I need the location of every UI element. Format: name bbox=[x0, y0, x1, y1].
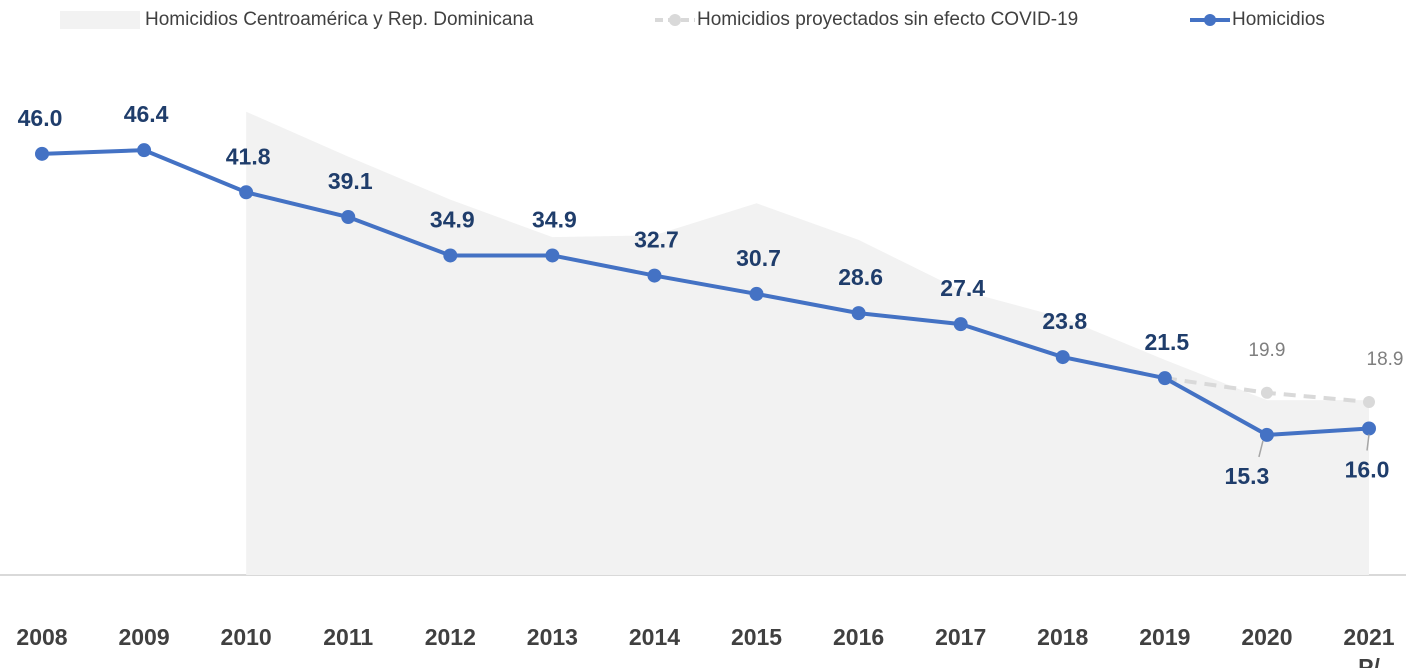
point bbox=[1363, 395, 1375, 408]
x-tick-label: 2018 bbox=[1037, 624, 1089, 650]
x-tick-label: 2017 bbox=[935, 624, 987, 650]
point bbox=[749, 286, 764, 301]
data-label: 34.9 bbox=[532, 207, 577, 233]
data-label: 30.7 bbox=[736, 245, 781, 271]
x-tick-label: 2012 bbox=[424, 624, 476, 650]
data-label: 18.9 bbox=[1367, 349, 1404, 370]
data-label: 21.5 bbox=[1144, 329, 1189, 355]
x-tick-label: 2008 bbox=[16, 624, 68, 650]
data-label: 23.8 bbox=[1042, 308, 1087, 334]
point bbox=[443, 248, 458, 263]
data-label: 28.6 bbox=[838, 264, 883, 290]
point bbox=[953, 317, 968, 332]
x-tick-label: 2014 bbox=[628, 624, 681, 650]
x-tick-label: 2021 P/ bbox=[1343, 624, 1395, 668]
data-label: 27.4 bbox=[940, 275, 985, 301]
point bbox=[851, 306, 866, 321]
x-tick-label: 2010 bbox=[220, 624, 272, 650]
data-label: 16.0 bbox=[1345, 457, 1390, 483]
point bbox=[35, 146, 49, 161]
point bbox=[341, 209, 356, 224]
x-tick-label: 2009 bbox=[118, 624, 170, 650]
point bbox=[545, 248, 560, 263]
data-label: 39.1 bbox=[328, 168, 373, 194]
x-tick-label: 2016 bbox=[833, 624, 885, 650]
point bbox=[239, 185, 254, 200]
legend-label: Homicidios Centroamérica y Rep. Dominica… bbox=[145, 9, 534, 30]
leader-line bbox=[1366, 434, 1370, 451]
x-tick-label: 2019 bbox=[1139, 624, 1191, 650]
data-label: 46.0 bbox=[18, 105, 63, 131]
x-tick-label: 2015 bbox=[730, 624, 783, 650]
legend-swatch bbox=[60, 11, 140, 29]
x-tick-label: 2020 bbox=[1241, 624, 1293, 650]
data-label: 41.8 bbox=[226, 143, 271, 169]
data-label: 34.9 bbox=[430, 207, 475, 233]
legend-label: Homicidios proyectados sin efecto COVID-… bbox=[697, 9, 1078, 30]
line bbox=[41, 148, 1370, 437]
point bbox=[647, 268, 662, 283]
leader-line bbox=[1258, 440, 1264, 458]
data-label: 15.3 bbox=[1225, 463, 1270, 489]
x-tick-label: 2011 bbox=[323, 624, 374, 650]
data-label: 46.4 bbox=[124, 101, 169, 127]
point bbox=[1362, 421, 1376, 436]
point bbox=[1055, 350, 1070, 365]
area bbox=[246, 111, 1370, 575]
legend-marker bbox=[1204, 14, 1216, 26]
point bbox=[1157, 371, 1172, 386]
data-label: 19.9 bbox=[1248, 340, 1285, 361]
point bbox=[1259, 427, 1274, 442]
data-label: 32.7 bbox=[634, 227, 679, 253]
point bbox=[137, 143, 152, 158]
x-tick-label: 2013 bbox=[526, 624, 578, 650]
legend-label: Homicidios bbox=[1232, 9, 1325, 30]
legend-marker bbox=[669, 14, 681, 26]
point bbox=[1260, 386, 1273, 399]
